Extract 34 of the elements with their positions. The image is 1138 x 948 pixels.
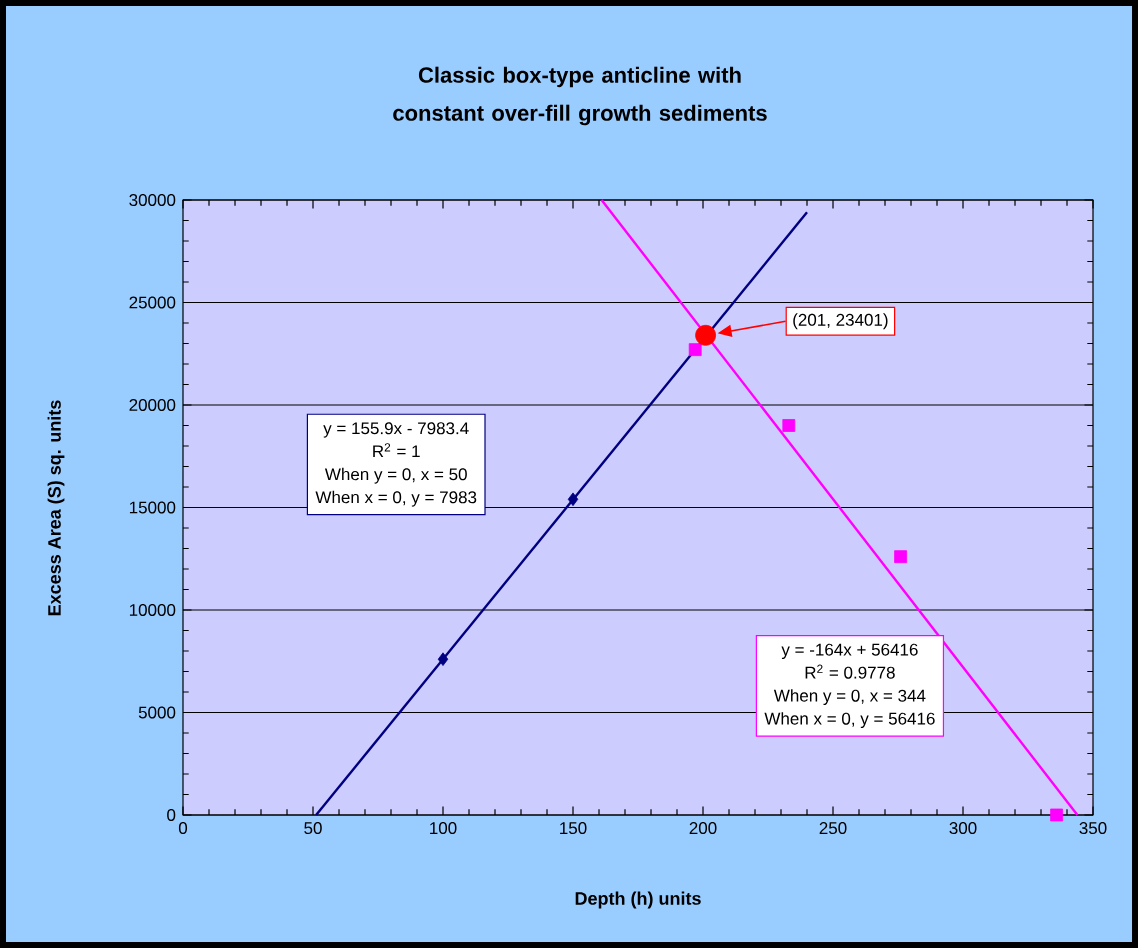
y-tick-label: 20000 bbox=[129, 398, 176, 412]
annotation: y = 155.9x - 7983.4 bbox=[323, 422, 469, 438]
y-tick-label: 10000 bbox=[129, 603, 176, 617]
y-axis-title: Excess Area (S) sq. units bbox=[47, 400, 65, 616]
annotation: When y = 0, x = 50 bbox=[324, 467, 467, 484]
x-tick-label: 150 bbox=[560, 822, 587, 835]
point bbox=[894, 550, 908, 564]
point bbox=[437, 652, 449, 666]
annotation: When y = 0, x = 344 bbox=[773, 689, 926, 706]
x-tick-label: 250 bbox=[819, 822, 847, 835]
point bbox=[695, 324, 717, 346]
y-tick-label: 25000 bbox=[129, 296, 176, 309]
y-tick-label: 30000 bbox=[129, 193, 176, 207]
point bbox=[1050, 808, 1064, 822]
annotation: R$^{2}$ = 1 bbox=[373, 443, 420, 458]
annotation: When x = 0, y = 7983 bbox=[315, 490, 477, 507]
annotation: y = -164x + 56416 bbox=[781, 643, 918, 660]
x-tick-label: 100 bbox=[430, 822, 457, 835]
point bbox=[567, 492, 579, 507]
annotation: R$^{2}$ = 0.9778 bbox=[805, 664, 895, 679]
y-tick-label: 15000 bbox=[129, 501, 176, 514]
y-tick-label: 0 bbox=[167, 808, 176, 822]
y-tick-label: 5000 bbox=[138, 706, 176, 719]
point bbox=[782, 419, 796, 432]
x-tick-label: 350 bbox=[1079, 822, 1107, 835]
x-axis-title: Depth (h) units bbox=[575, 891, 701, 909]
chart-title: Classic box-type anticline with constant over-fill growth sediments bbox=[393, 66, 767, 126]
x-tick-label: 300 bbox=[949, 822, 977, 835]
x-tick-label: 0 bbox=[178, 822, 188, 835]
annotation: (201, 23401) bbox=[793, 313, 888, 330]
annotation: When x = 0, y = 56416 bbox=[764, 712, 935, 729]
x-tick-label: 50 bbox=[304, 822, 322, 835]
point bbox=[688, 343, 702, 357]
x-tick-label: 200 bbox=[689, 822, 717, 835]
